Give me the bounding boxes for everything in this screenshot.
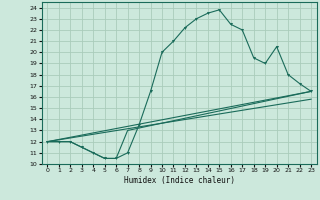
X-axis label: Humidex (Indice chaleur): Humidex (Indice chaleur)	[124, 176, 235, 185]
